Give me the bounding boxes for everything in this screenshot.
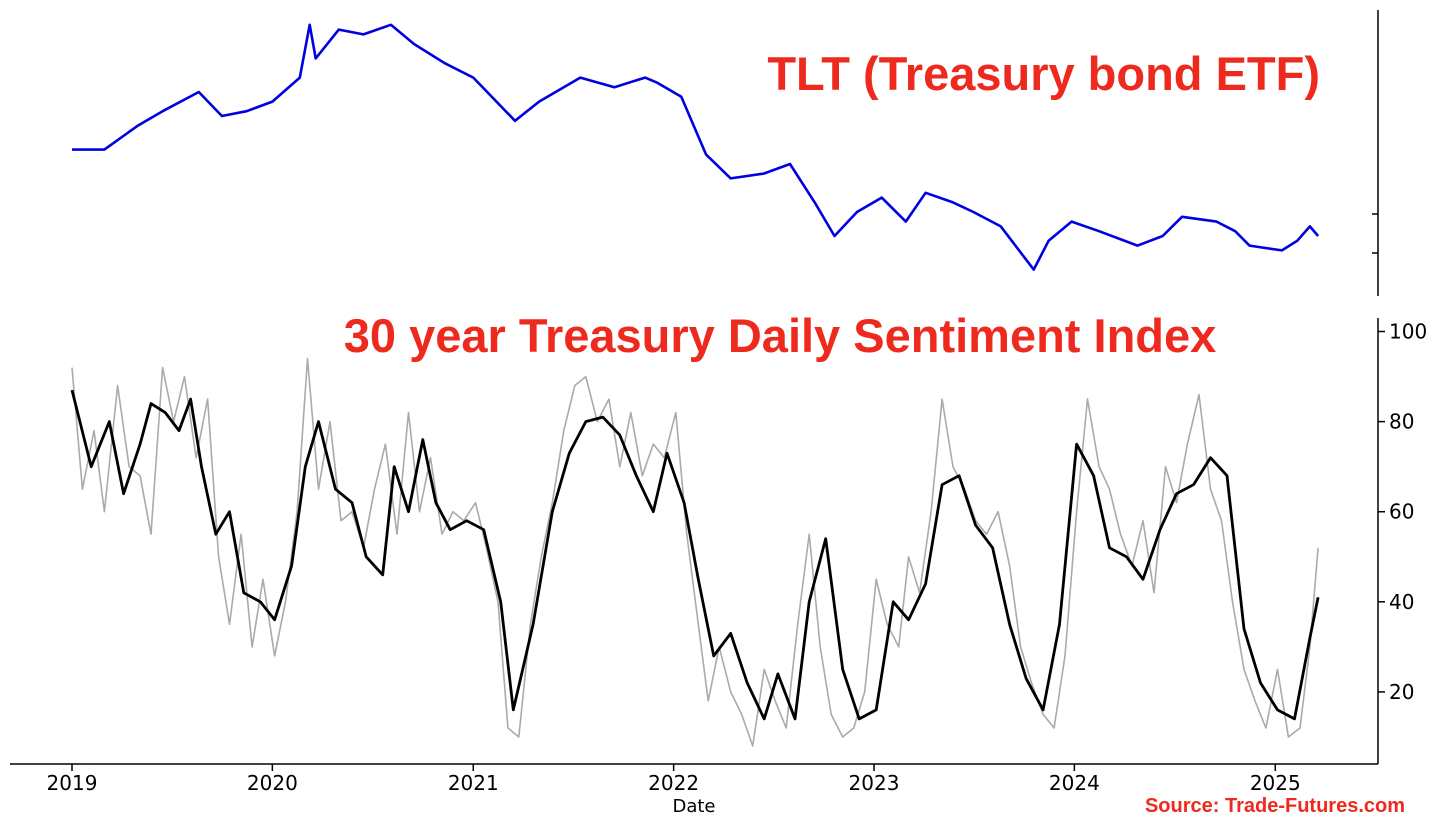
y-tick-label: 20 (1389, 680, 1414, 704)
x-tick-label: 2021 (448, 771, 499, 795)
dsi-daily-line (71, 357, 1319, 747)
x-tick-label: 2019 (47, 771, 98, 795)
dsi-title: 30 year Treasury Daily Sentiment Index (344, 309, 1217, 362)
tlt-price-line (72, 23, 1320, 271)
bottom-panel: 20 40 60 80 100 2019 2020 2021 2022 2023 2024 2025… (10, 309, 1427, 817)
x-tick-label: 2025 (1250, 771, 1301, 795)
y-tick-label: 80 (1389, 410, 1414, 434)
top-panel: TLT (Treasury bond ETF) (72, 10, 1379, 296)
y-tick-label: 100 (1389, 320, 1427, 344)
x-tick-label: 2023 (849, 771, 900, 795)
y-tick-label: 40 (1389, 590, 1414, 614)
x-tick-label: 2024 (1049, 771, 1100, 795)
x-tick-label: 2022 (648, 771, 699, 795)
y-tick-label: 60 (1389, 500, 1414, 524)
x-tick-label: 2020 (247, 771, 298, 795)
x-axis-label: Date (672, 796, 715, 817)
source-note: Source: Trade-Futures.com (1145, 795, 1405, 817)
tlt-title: TLT (Treasury bond ETF) (767, 47, 1320, 100)
dsi-moving-average-line (70, 389, 1320, 721)
